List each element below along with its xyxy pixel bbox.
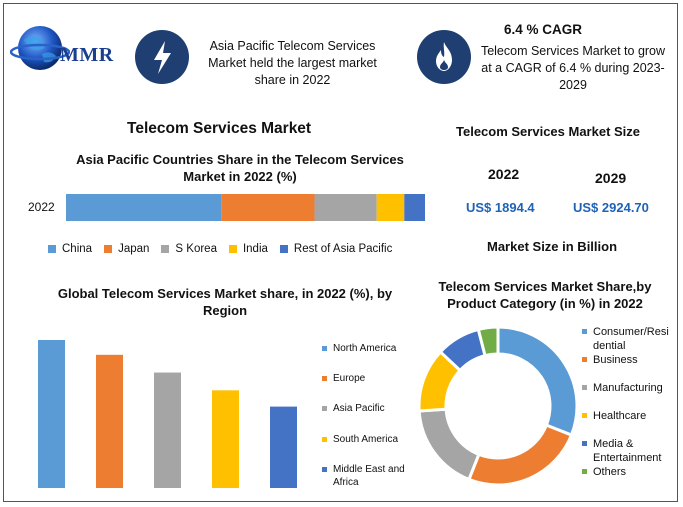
donut-chart-title: Telecom Services Market Share,by Product… xyxy=(438,279,652,311)
cagr-text: Telecom Services Market to grow at a CAG… xyxy=(480,44,666,92)
infographic-frame xyxy=(3,3,678,502)
region-bar-asia-pacific xyxy=(154,372,181,488)
stacked-segment-s-korea xyxy=(314,194,377,221)
donut-legend-item-media-entertainment: Media & Entertainment xyxy=(582,437,661,465)
legend-swatch xyxy=(322,406,327,411)
legend-label: South America xyxy=(333,434,399,445)
legend-swatch xyxy=(161,245,170,253)
donut-slice-business xyxy=(466,423,574,486)
region-chart-title: Global Telecom Services Market share, in… xyxy=(57,286,393,318)
legend-item-s-korea: S Korea xyxy=(161,243,217,255)
legend-label: Middle East and Africa xyxy=(333,464,405,488)
donut-legend-item-consumer-residential: Consumer/Resi dential xyxy=(582,325,669,353)
legend-swatch xyxy=(48,245,56,253)
legend-label: S Korea xyxy=(175,243,217,255)
lightning-icon xyxy=(135,30,189,84)
region-bar-south-america xyxy=(212,390,239,488)
region-bar-chart xyxy=(38,340,297,488)
region-bar-north-america xyxy=(38,340,65,488)
globe-icon xyxy=(10,26,70,70)
info-asia-pacific: Asia Pacific Telecom Services Market hel… xyxy=(208,39,377,87)
size-year-2022: 2022 xyxy=(488,166,520,182)
legend-label: Business xyxy=(593,354,638,366)
legend-label: Consumer/Resi dential xyxy=(593,326,669,352)
donut-legend-item-manufacturing: Manufacturing xyxy=(582,381,663,395)
legend-label: Healthcare xyxy=(593,410,647,422)
legend-label: Asia Pacific xyxy=(333,403,385,414)
legend-item-japan: Japan xyxy=(104,243,149,255)
legend-label: India xyxy=(242,243,268,255)
legend-swatch xyxy=(322,467,327,472)
legend-swatch xyxy=(104,245,113,253)
legend-swatch xyxy=(582,385,587,390)
legend-swatch xyxy=(322,437,327,442)
legend-label: Japan xyxy=(118,243,150,255)
region-legend-item-north-america: North America xyxy=(322,342,396,355)
product-donut-chart xyxy=(418,326,578,486)
region-legend-item-middle-east-and-africa: Middle East and Africa xyxy=(322,463,405,489)
donut-slice-consumer-residential xyxy=(496,326,578,438)
stacked-bar-chart xyxy=(66,194,425,221)
mmr-logo: MMR xyxy=(10,18,130,78)
region-legend-item-asia-pacific: Asia Pacific xyxy=(322,402,385,415)
stacked-chart-category-label: 2022 xyxy=(28,200,55,214)
stacked-segment-india xyxy=(376,194,405,221)
donut-slice-others xyxy=(476,326,500,358)
legend-swatch xyxy=(322,346,327,351)
fire-icon xyxy=(417,30,471,84)
main-title: Telecom Services Market xyxy=(127,120,312,137)
size-value-2029: US$ 2924.70 xyxy=(573,200,649,215)
legend-label: North America xyxy=(333,343,397,354)
logo-text: MMR xyxy=(60,44,114,66)
region-bar-middle-east-and-africa xyxy=(270,406,297,488)
legend-swatch xyxy=(228,245,237,253)
size-value-2022: US$ 1894.4 xyxy=(466,200,535,215)
donut-legend-item-business: Business xyxy=(582,353,638,367)
stacked-segment-rest-of-asia-pacific xyxy=(404,194,425,221)
legend-label: China xyxy=(62,243,93,255)
legend-label: Media & Entertainment xyxy=(593,438,662,464)
region-legend-item-europe: Europe xyxy=(322,372,365,385)
legend-swatch xyxy=(582,441,587,446)
donut-legend-item-others: Others xyxy=(582,465,626,479)
legend-label: Others xyxy=(593,466,627,478)
legend-swatch xyxy=(582,413,587,418)
legend-item-china: China xyxy=(48,243,92,255)
region-bar-europe xyxy=(96,354,123,488)
legend-swatch xyxy=(582,357,587,362)
donut-legend-item-healthcare: Healthcare xyxy=(582,409,646,423)
legend-label: Europe xyxy=(333,373,366,384)
legend-swatch xyxy=(322,376,327,381)
legend-swatch xyxy=(582,329,587,334)
stacked-chart-title: Asia Pacific Countries Share in the Tele… xyxy=(76,152,404,184)
legend-swatch xyxy=(582,469,587,474)
donut-slice-manufacturing xyxy=(418,407,481,482)
size-unit-note: Market Size in Billion xyxy=(487,239,618,254)
size-panel-title: Telecom Services Market Size xyxy=(456,124,641,139)
stacked-segment-china xyxy=(66,194,222,221)
size-year-2029: 2029 xyxy=(595,170,627,186)
legend-label: Manufacturing xyxy=(593,382,663,394)
legend-label: Rest of Asia Pacific xyxy=(293,243,393,255)
stacked-chart-legend: China Japan S Korea India Rest of Asia Pacif… xyxy=(48,243,438,255)
region-legend-item-south-america: South America xyxy=(322,433,398,446)
stacked-segment-japan xyxy=(221,194,315,221)
legend-swatch xyxy=(279,245,288,253)
legend-item-india: India xyxy=(228,243,268,255)
cagr-title: 6.4 % CAGR xyxy=(503,22,583,37)
legend-item-rest-of-asia-pacific: Rest of Asia Pacific xyxy=(279,243,393,255)
